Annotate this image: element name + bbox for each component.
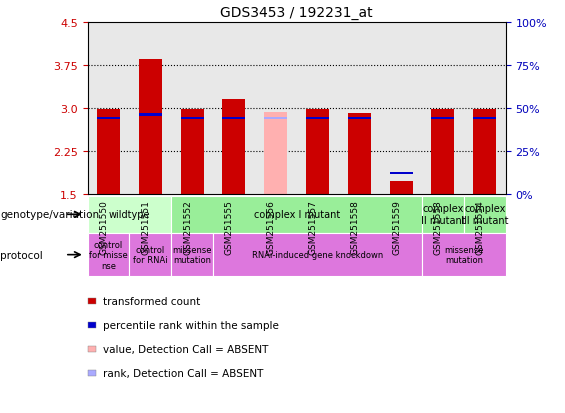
Text: GSM251555: GSM251555 <box>225 199 234 254</box>
Bar <box>306 117 329 120</box>
Text: GSM251551: GSM251551 <box>141 199 150 254</box>
Text: GSM251559: GSM251559 <box>392 199 401 254</box>
Bar <box>181 110 203 194</box>
Text: percentile rank within the sample: percentile rank within the sample <box>103 320 279 330</box>
Bar <box>348 117 371 120</box>
Bar <box>264 112 287 194</box>
Text: wildtype: wildtype <box>108 210 150 220</box>
Bar <box>264 117 287 120</box>
Bar <box>181 117 203 120</box>
Bar <box>139 60 162 194</box>
Bar <box>223 117 245 120</box>
Text: missense
mutation: missense mutation <box>444 245 484 265</box>
Text: complex I mutant: complex I mutant <box>254 210 340 220</box>
Text: GSM251553: GSM251553 <box>434 199 443 254</box>
Text: complex
II mutant: complex II mutant <box>421 204 465 225</box>
Bar <box>473 110 496 194</box>
Text: genotype/variation: genotype/variation <box>0 210 99 220</box>
Text: GSM251550: GSM251550 <box>99 199 108 254</box>
Text: rank, Detection Call = ABSENT: rank, Detection Call = ABSENT <box>103 368 263 378</box>
Bar <box>97 117 120 120</box>
Bar <box>432 110 454 194</box>
Bar <box>432 117 454 120</box>
Text: protocol: protocol <box>0 250 43 260</box>
Title: GDS3453 / 192231_at: GDS3453 / 192231_at <box>220 6 373 20</box>
Bar <box>223 100 245 194</box>
Text: value, Detection Call = ABSENT: value, Detection Call = ABSENT <box>103 344 268 354</box>
Bar <box>97 110 120 194</box>
Bar <box>390 182 412 194</box>
Text: complex
III mutant: complex III mutant <box>461 204 508 225</box>
Bar <box>348 114 371 194</box>
Text: GSM251556: GSM251556 <box>267 199 276 254</box>
Text: GSM251558: GSM251558 <box>350 199 359 254</box>
Text: missense
mutation: missense mutation <box>172 245 212 265</box>
Bar <box>473 117 496 120</box>
Text: transformed count: transformed count <box>103 297 200 306</box>
Text: control
for RNAi: control for RNAi <box>133 245 168 265</box>
Text: GSM251554: GSM251554 <box>476 199 485 254</box>
Bar <box>390 172 412 175</box>
Bar <box>306 109 329 194</box>
Text: control
for misse
nse: control for misse nse <box>89 240 128 270</box>
Bar <box>139 114 162 117</box>
Text: GSM251552: GSM251552 <box>183 199 192 254</box>
Text: RNAi-induced gene knockdown: RNAi-induced gene knockdown <box>252 251 383 259</box>
Text: GSM251557: GSM251557 <box>308 199 318 254</box>
